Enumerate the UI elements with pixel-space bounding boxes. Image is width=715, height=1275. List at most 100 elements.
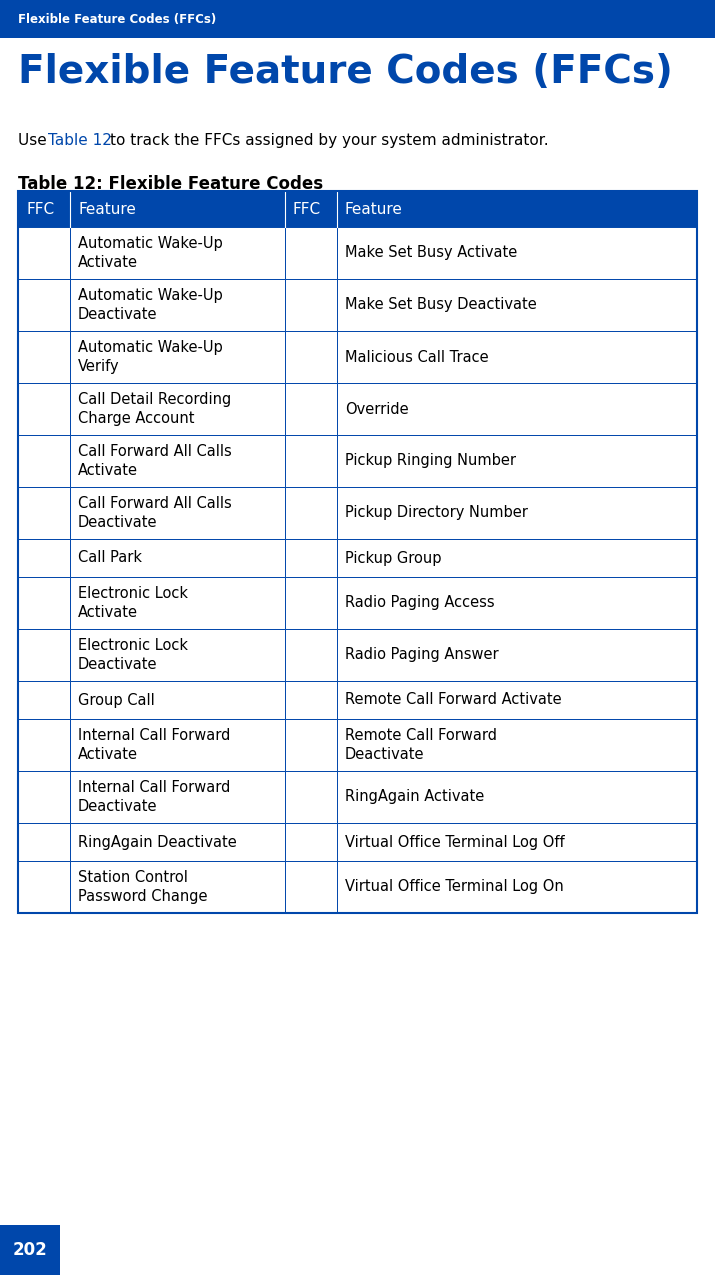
Text: Group Call: Group Call bbox=[78, 692, 154, 708]
Bar bbox=[18, 771, 70, 822]
Text: Feature: Feature bbox=[345, 201, 403, 217]
Text: Make Set Busy Deactivate: Make Set Busy Deactivate bbox=[345, 297, 537, 312]
Bar bbox=[285, 435, 337, 487]
Bar bbox=[70, 435, 285, 487]
Bar bbox=[337, 771, 697, 822]
Text: Malicious Call Trace: Malicious Call Trace bbox=[345, 349, 488, 365]
Text: Make Set Busy Activate: Make Set Busy Activate bbox=[345, 246, 517, 260]
Bar bbox=[70, 578, 285, 629]
Text: RingAgain Deactivate: RingAgain Deactivate bbox=[78, 835, 237, 849]
Text: Remote Call Forward Activate: Remote Call Forward Activate bbox=[345, 692, 561, 708]
Bar bbox=[18, 332, 70, 382]
Bar bbox=[70, 681, 285, 719]
Bar bbox=[285, 861, 337, 913]
Bar bbox=[18, 279, 70, 332]
Text: Station Control
Password Change: Station Control Password Change bbox=[78, 871, 207, 904]
Bar bbox=[337, 578, 697, 629]
Bar bbox=[0, 1225, 60, 1275]
Bar bbox=[18, 861, 70, 913]
Bar bbox=[285, 227, 337, 279]
Text: Electronic Lock
Deactivate: Electronic Lock Deactivate bbox=[78, 639, 188, 672]
Text: Radio Paging Answer: Radio Paging Answer bbox=[345, 648, 498, 663]
Bar bbox=[337, 487, 697, 539]
Text: Flexible Feature Codes (FFCs): Flexible Feature Codes (FFCs) bbox=[18, 54, 673, 91]
Bar bbox=[285, 629, 337, 681]
Text: Call Forward All Calls
Deactivate: Call Forward All Calls Deactivate bbox=[78, 496, 232, 530]
Text: Internal Call Forward
Deactivate: Internal Call Forward Deactivate bbox=[78, 780, 230, 813]
Text: Radio Paging Access: Radio Paging Access bbox=[345, 595, 495, 611]
Bar bbox=[70, 382, 285, 435]
Bar bbox=[285, 719, 337, 771]
Text: Flexible Feature Codes (FFCs): Flexible Feature Codes (FFCs) bbox=[18, 13, 216, 26]
Bar bbox=[337, 861, 697, 913]
Bar bbox=[285, 681, 337, 719]
Bar bbox=[337, 719, 697, 771]
Text: FFC: FFC bbox=[293, 201, 321, 217]
Bar bbox=[18, 539, 70, 578]
Bar bbox=[70, 332, 285, 382]
Bar bbox=[285, 822, 337, 861]
Bar bbox=[285, 539, 337, 578]
Bar bbox=[70, 771, 285, 822]
Text: Internal Call Forward
Activate: Internal Call Forward Activate bbox=[78, 728, 230, 761]
Text: Feature: Feature bbox=[78, 201, 136, 217]
Text: Call Park: Call Park bbox=[78, 551, 142, 566]
Text: Table 12: Table 12 bbox=[48, 133, 112, 148]
Bar bbox=[337, 539, 697, 578]
Text: Automatic Wake-Up
Deactivate: Automatic Wake-Up Deactivate bbox=[78, 288, 223, 321]
Bar bbox=[18, 382, 70, 435]
Bar bbox=[337, 629, 697, 681]
Bar bbox=[337, 279, 697, 332]
Bar bbox=[337, 435, 697, 487]
Text: Call Detail Recording
Charge Account: Call Detail Recording Charge Account bbox=[78, 393, 231, 426]
Bar bbox=[18, 435, 70, 487]
Bar bbox=[337, 822, 697, 861]
Bar bbox=[285, 279, 337, 332]
Bar bbox=[18, 227, 70, 279]
Bar bbox=[285, 771, 337, 822]
Bar bbox=[70, 629, 285, 681]
Text: Pickup Directory Number: Pickup Directory Number bbox=[345, 505, 528, 520]
Bar bbox=[70, 719, 285, 771]
Text: FFC: FFC bbox=[26, 201, 54, 217]
Bar bbox=[337, 382, 697, 435]
Bar bbox=[18, 822, 70, 861]
Text: Remote Call Forward
Deactivate: Remote Call Forward Deactivate bbox=[345, 728, 497, 761]
Bar bbox=[18, 629, 70, 681]
Text: to track the FFCs assigned by your system administrator.: to track the FFCs assigned by your syste… bbox=[110, 133, 548, 148]
Bar bbox=[18, 681, 70, 719]
Text: Virtual Office Terminal Log On: Virtual Office Terminal Log On bbox=[345, 880, 563, 895]
Text: 202: 202 bbox=[13, 1241, 47, 1258]
Text: Call Forward All Calls
Activate: Call Forward All Calls Activate bbox=[78, 444, 232, 478]
Text: Override: Override bbox=[345, 402, 409, 417]
Bar bbox=[70, 279, 285, 332]
Text: RingAgain Activate: RingAgain Activate bbox=[345, 789, 484, 805]
Bar bbox=[285, 332, 337, 382]
Bar bbox=[70, 487, 285, 539]
Bar bbox=[70, 539, 285, 578]
Bar bbox=[337, 332, 697, 382]
Bar bbox=[285, 382, 337, 435]
Bar bbox=[70, 822, 285, 861]
Text: Use: Use bbox=[18, 133, 51, 148]
Bar bbox=[18, 487, 70, 539]
Bar bbox=[285, 578, 337, 629]
Bar bbox=[337, 681, 697, 719]
Bar bbox=[18, 191, 697, 913]
Text: Electronic Lock
Activate: Electronic Lock Activate bbox=[78, 586, 188, 620]
Bar bbox=[0, 0, 715, 38]
Text: Table 12: Flexible Feature Codes: Table 12: Flexible Feature Codes bbox=[18, 175, 323, 193]
Bar bbox=[337, 227, 697, 279]
Bar bbox=[18, 191, 697, 227]
Bar bbox=[285, 487, 337, 539]
Text: Automatic Wake-Up
Activate: Automatic Wake-Up Activate bbox=[78, 236, 223, 270]
Bar bbox=[18, 578, 70, 629]
Text: Virtual Office Terminal Log Off: Virtual Office Terminal Log Off bbox=[345, 835, 565, 849]
Bar bbox=[0, 1225, 715, 1275]
Text: Pickup Group: Pickup Group bbox=[345, 551, 441, 566]
Bar bbox=[70, 227, 285, 279]
Text: Pickup Ringing Number: Pickup Ringing Number bbox=[345, 454, 516, 468]
Bar bbox=[18, 719, 70, 771]
Text: Automatic Wake-Up
Verify: Automatic Wake-Up Verify bbox=[78, 340, 223, 374]
Bar bbox=[70, 861, 285, 913]
